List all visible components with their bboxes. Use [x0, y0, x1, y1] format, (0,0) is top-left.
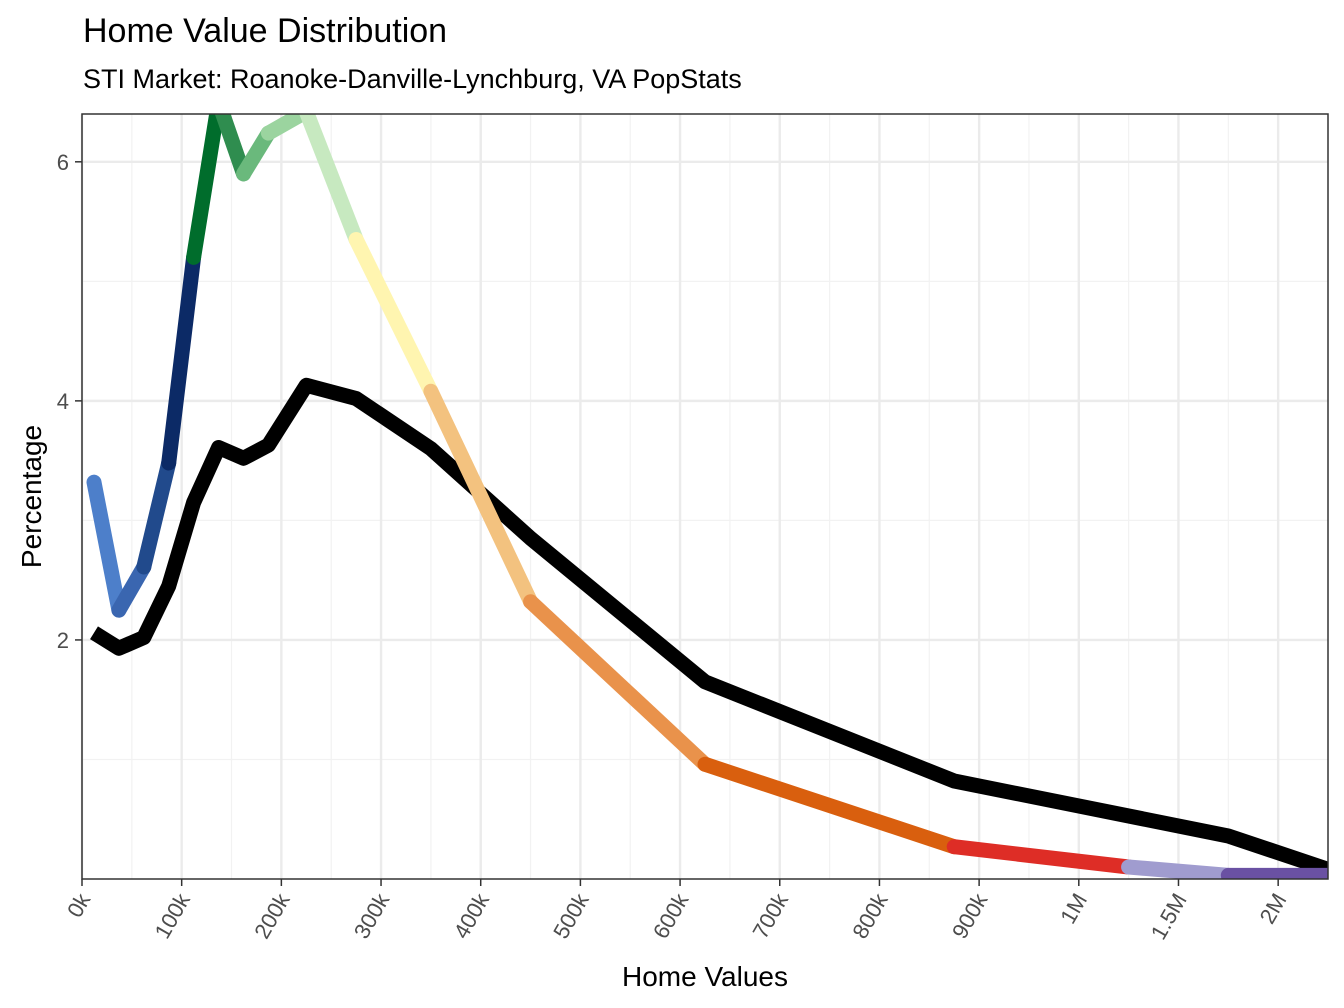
series-segment-5	[214, 114, 251, 182]
x-tick-label: 900k	[947, 888, 993, 943]
x-tick-label: 300k	[349, 888, 395, 943]
series-segment-6	[236, 125, 276, 182]
y-tick-label: 6	[57, 150, 69, 175]
x-tick-label: 100k	[150, 888, 196, 943]
chart-title: Home Value Distribution	[83, 12, 448, 50]
series-segment-12	[697, 756, 962, 855]
y-tick-label: 4	[57, 389, 69, 414]
x-tick-label: 700k	[748, 888, 794, 943]
x-axis: 0k 100k 200k 300k 400k 500k 600k 700k 800k 900k 1M…	[62, 879, 1291, 944]
y-tick-label: 2	[57, 628, 69, 653]
minor-gridlines	[82, 114, 1328, 879]
chart-subtitle: STI Market: Roanoke-Danville-Lynchburg, …	[83, 64, 742, 94]
x-tick-label: 1.5M	[1146, 889, 1192, 944]
x-tick-label: 2M	[1255, 889, 1292, 928]
series-segment-4	[186, 114, 225, 265]
x-tick-label: 400k	[449, 888, 495, 943]
x-tick-label: 0k	[62, 888, 96, 921]
x-axis-title: Home Values	[622, 961, 788, 992]
series-segment-11	[523, 594, 713, 772]
x-tick-label: 1M	[1055, 889, 1092, 928]
y-axis-title: Percentage	[16, 425, 47, 568]
series-line-overall	[90, 377, 1328, 877]
series-segment-0	[86, 474, 127, 618]
series-segment-9	[348, 232, 439, 399]
series-segment-3	[161, 249, 202, 471]
series-segment-14	[1121, 859, 1236, 879]
series-layer	[86, 114, 1328, 879]
series-segment-8	[299, 114, 364, 247]
x-tick-label: 800k	[847, 888, 893, 943]
x-tick-label: 600k	[648, 888, 694, 943]
series-segment-13	[946, 839, 1137, 875]
series-segment-10	[423, 383, 539, 610]
panel-background	[82, 114, 1328, 879]
x-tick-label: 500k	[548, 888, 594, 943]
series-segment-1	[111, 559, 152, 618]
panel-border	[81, 113, 1329, 880]
series-segment-2	[136, 455, 177, 575]
y-axis: 2 4 6	[57, 150, 82, 653]
x-tick-label: 200k	[249, 888, 295, 943]
